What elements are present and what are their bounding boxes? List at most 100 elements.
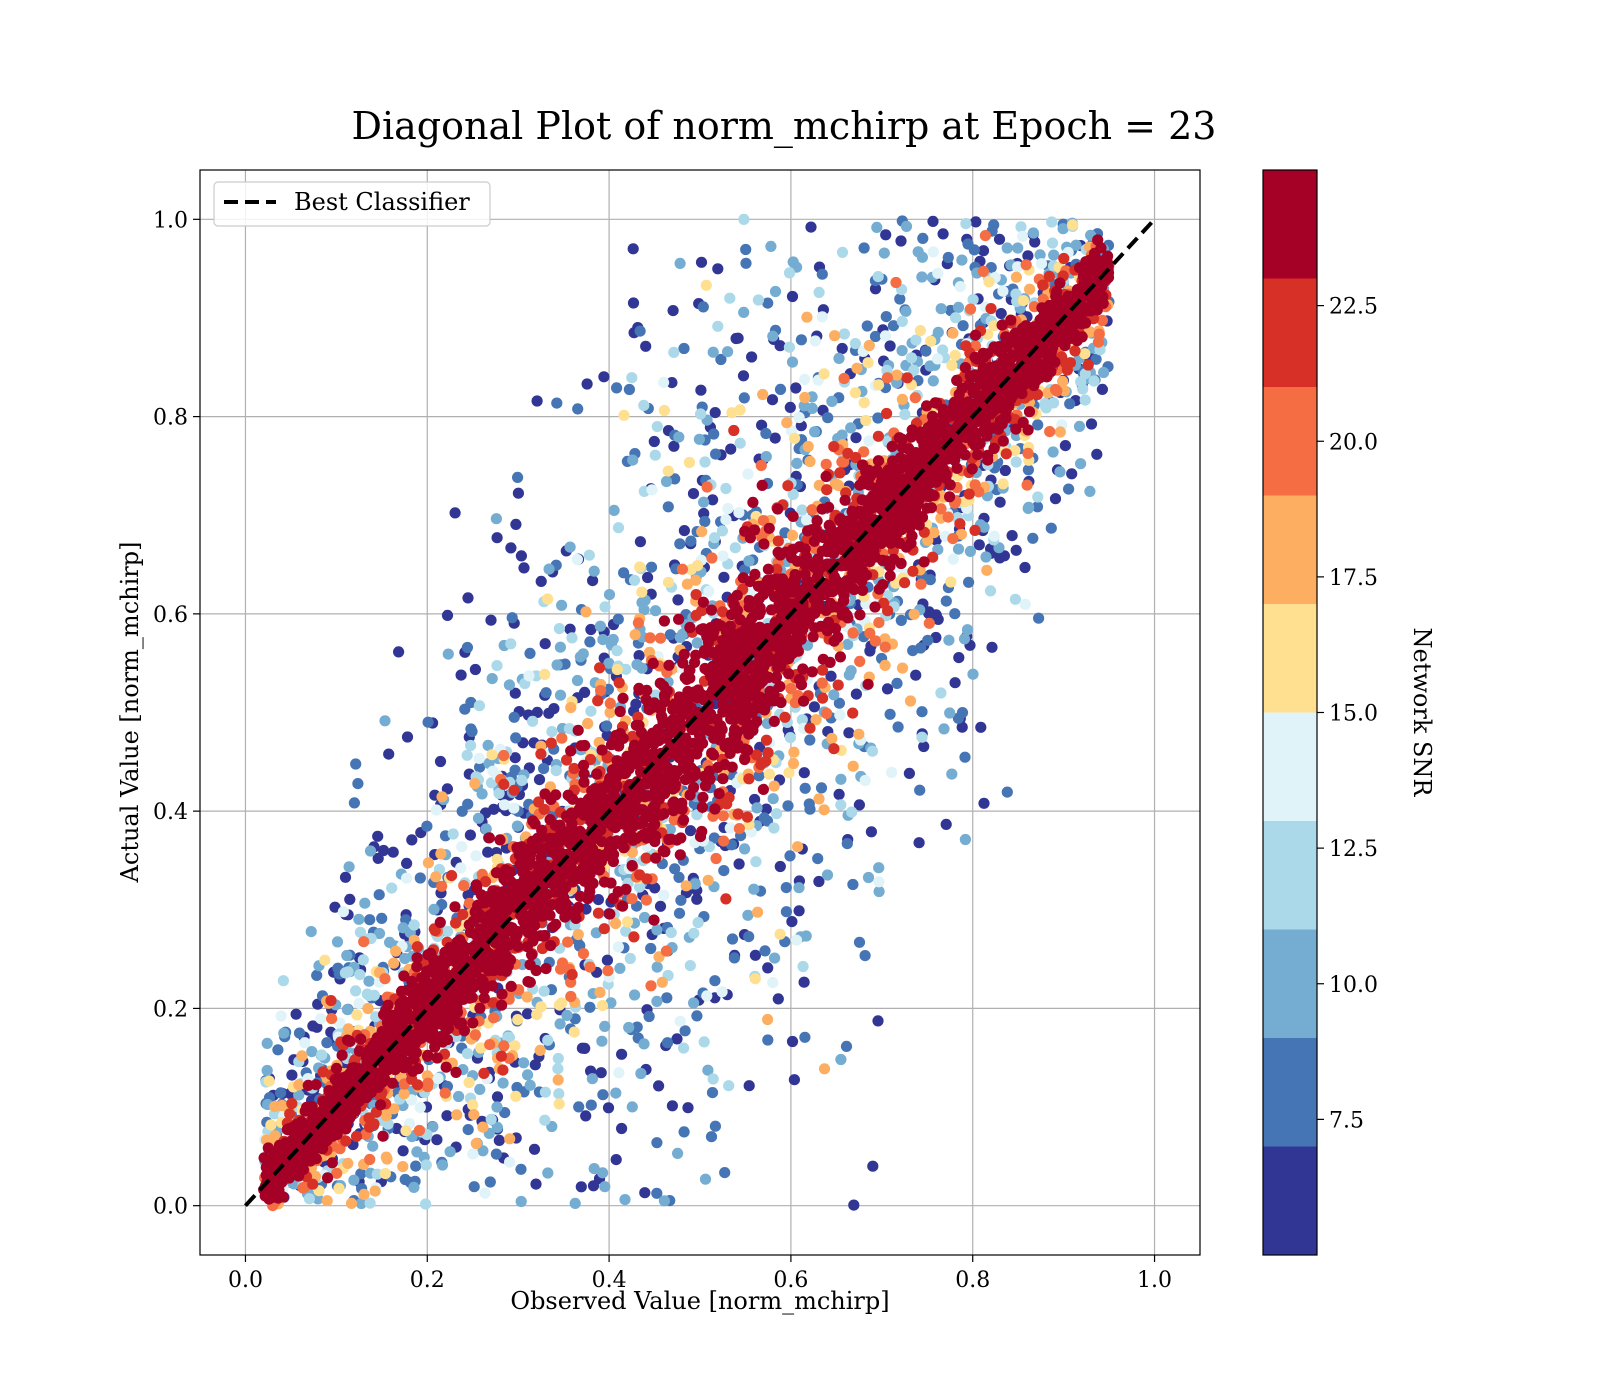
scatter-point [528, 1143, 541, 1155]
scatter-point [799, 782, 811, 794]
scatter-point [469, 1029, 481, 1041]
scatter-point [781, 417, 793, 429]
scatter-point [873, 885, 885, 898]
scatter-point [530, 1178, 542, 1190]
scatter-point [321, 1195, 333, 1207]
scatter-point [1009, 593, 1022, 605]
scatter-point [710, 448, 722, 460]
scatter-point [809, 335, 821, 347]
scatter-point [429, 925, 441, 937]
scatter-point [595, 1067, 607, 1079]
scatter-point [952, 543, 965, 555]
scatter-point [1019, 598, 1031, 610]
scatter-point [1029, 236, 1041, 248]
scatter-point [466, 725, 478, 738]
scatter-point [998, 550, 1011, 562]
scatter-point [660, 475, 673, 488]
scatter-point [1090, 353, 1102, 365]
scatter-point [371, 1168, 383, 1180]
scatter-point [486, 673, 498, 685]
scatter-point [575, 740, 587, 752]
scatter-point [895, 235, 907, 247]
scatter-point [461, 1048, 474, 1060]
scatter-point [718, 835, 730, 847]
scatter-point [515, 1195, 527, 1208]
scatter-point [634, 536, 647, 548]
scatter-point [595, 685, 607, 697]
scatter-point [568, 1026, 580, 1038]
scatter-point [808, 701, 821, 713]
scatter-point [461, 749, 473, 761]
scatter-point [408, 1181, 420, 1193]
scatter-point [762, 962, 774, 974]
scatter-point [439, 1087, 451, 1099]
scatter-point [813, 793, 825, 805]
scatter-point [1017, 416, 1029, 429]
scatter-point [649, 818, 661, 830]
scatter-point [903, 767, 916, 780]
scatter-point [690, 609, 702, 622]
scatter-point [580, 1110, 592, 1122]
scatter-point [896, 345, 908, 357]
scatter-point [842, 638, 854, 651]
scatter-point [613, 1067, 625, 1079]
scatter-point [915, 578, 927, 590]
scatter-point [786, 529, 799, 542]
scatter-point [368, 1118, 380, 1130]
scatter-point [634, 869, 646, 881]
scatter-point [661, 992, 673, 1004]
scatter-point [672, 1147, 684, 1159]
scatter-point [612, 941, 625, 953]
scatter-point [485, 1113, 497, 1125]
scatter-point [345, 1197, 358, 1209]
scatter-point [493, 787, 505, 800]
scatter-point [743, 555, 755, 567]
scatter-point [786, 290, 799, 303]
scatter-point [762, 1013, 774, 1026]
scatter-point [1032, 491, 1044, 503]
scatter-point [886, 440, 898, 452]
scatter-point [1066, 468, 1078, 480]
scatter-point [668, 440, 680, 452]
scatter-point [539, 668, 551, 681]
scatter-point [793, 905, 805, 917]
scatter-point [553, 623, 566, 635]
scatter-point [623, 1021, 635, 1034]
scatter-point [742, 468, 754, 480]
scatter-point [955, 528, 968, 540]
scatter-point [681, 578, 694, 590]
scatter-point [750, 749, 763, 761]
scatter-point [859, 774, 871, 787]
scatter-point [1049, 383, 1062, 396]
scatter-point [597, 1167, 609, 1179]
scatter-point [509, 752, 521, 764]
scatter-point [690, 574, 702, 586]
scatter-point [707, 494, 719, 506]
scatter-point [872, 430, 885, 442]
scatter-point [616, 1122, 628, 1135]
scatter-point [804, 455, 816, 468]
chart-title: Diagonal Plot of norm_mchirp at Epoch = … [352, 104, 1217, 149]
scatter-point [834, 709, 846, 721]
scatter-point [1047, 446, 1059, 458]
scatter-point [921, 502, 933, 514]
scatter-point [603, 589, 616, 601]
scatter-point [1033, 612, 1045, 624]
scatter-point [935, 687, 947, 699]
scatter-point [297, 1182, 309, 1194]
scatter-point [717, 706, 729, 718]
scatter-point [947, 327, 959, 339]
scatter-point [861, 320, 873, 332]
scatter-point [738, 306, 750, 318]
scatter-point [993, 233, 1006, 245]
scatter-point [568, 762, 580, 775]
scatter-point [634, 325, 646, 337]
scatter-point [816, 677, 828, 689]
scatter-point [658, 615, 671, 627]
scatter-point [789, 432, 801, 444]
scatter-point [373, 927, 386, 940]
scatter-point [679, 1025, 691, 1037]
scatter-point [663, 659, 675, 671]
scatter-point [746, 351, 758, 363]
scatter-point [767, 330, 779, 342]
